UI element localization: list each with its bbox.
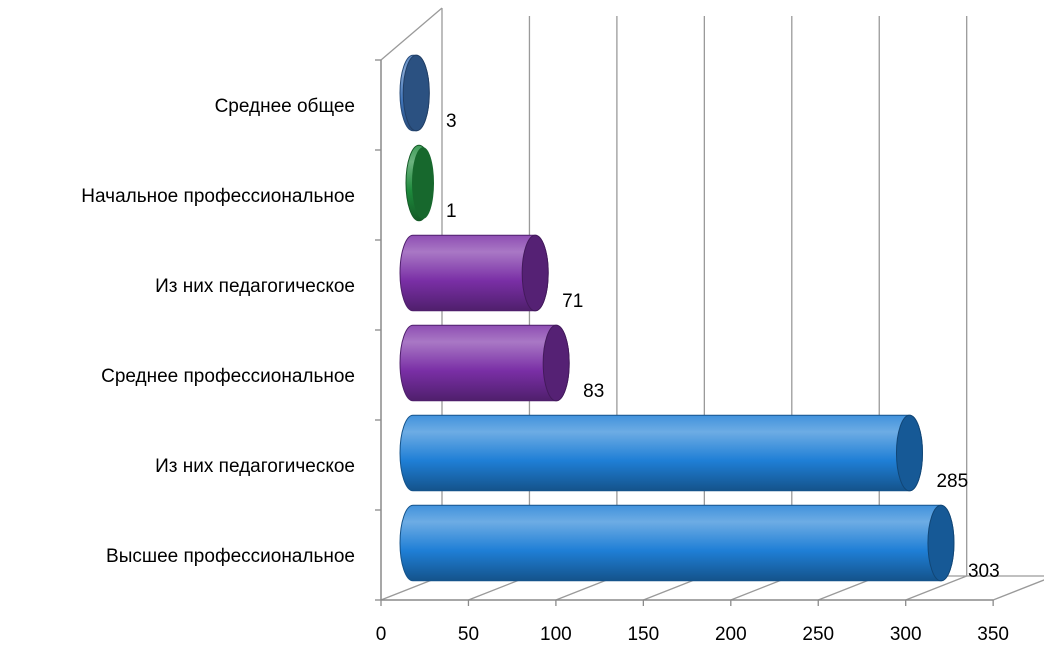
category-label: Среднее общее <box>215 96 355 117</box>
floor-gridline <box>905 575 967 601</box>
category-label: Среднее профессиональное <box>101 366 355 387</box>
category-label: Начальное профессиональное <box>81 186 355 207</box>
bar-3 <box>399 234 549 312</box>
data-label: 71 <box>562 291 583 312</box>
data-label: 1 <box>446 201 457 222</box>
floor-gridline <box>992 579 1044 601</box>
x-tick-label: 250 <box>802 624 834 645</box>
x-tick-label: 100 <box>540 624 572 645</box>
bar-1 <box>399 414 923 492</box>
bar-layer <box>399 54 955 582</box>
data-label: 3 <box>446 111 457 132</box>
data-label: 83 <box>583 381 604 402</box>
category-label: Высшее профессиональное <box>106 546 355 567</box>
bar-0 <box>399 504 955 582</box>
bar-cap <box>412 147 434 219</box>
data-label: 303 <box>968 561 1000 582</box>
wall-top-edge <box>380 7 443 61</box>
bar-body <box>399 414 923 492</box>
bar-2 <box>399 324 570 402</box>
x-tick-label: 300 <box>890 624 922 645</box>
bar-cap <box>542 324 570 402</box>
label-layer: 0 50 100 150 200 250 300 350 3 Среднее общее 1 Нача… <box>81 96 1009 645</box>
x-tick-label: 0 <box>376 624 387 645</box>
bar-cap <box>895 414 923 492</box>
bar-cap <box>927 504 955 582</box>
bar-5 <box>399 54 430 132</box>
x-tick-label: 150 <box>627 624 659 645</box>
axis-layer <box>375 59 994 606</box>
bar-cap <box>521 234 549 312</box>
data-label: 285 <box>936 471 968 492</box>
bar-body <box>399 504 955 582</box>
category-label: Из них педагогическое <box>155 276 355 297</box>
x-tick-label: 50 <box>458 624 479 645</box>
category-label: Из них педагогическое <box>155 456 355 477</box>
x-tick-label: 200 <box>715 624 747 645</box>
bar-4 <box>405 144 434 222</box>
x-tick-label: 350 <box>977 624 1009 645</box>
bar-cap <box>402 54 430 132</box>
